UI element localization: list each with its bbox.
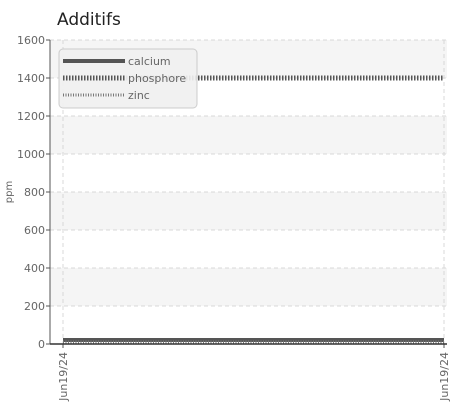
y-tick-label: 1000 xyxy=(17,148,45,161)
y-tick-label: 1200 xyxy=(17,110,45,123)
y-tick-label: 0 xyxy=(38,338,45,351)
y-tick-label: 1400 xyxy=(17,72,45,85)
y-tick-label: 800 xyxy=(24,186,45,199)
y-tick-label: 1600 xyxy=(17,34,45,47)
plot-band xyxy=(50,192,447,230)
x-axis-ticks: Jun19/24 Jun19/24 xyxy=(57,344,451,402)
chart-title: Additifs xyxy=(57,10,121,30)
plot-band xyxy=(50,268,447,306)
x-tick-label: Jun19/24 xyxy=(57,352,70,402)
legend-box xyxy=(58,48,198,109)
x-tick-label: Jun19/24 xyxy=(438,352,451,402)
y-tick-label: 400 xyxy=(24,262,45,275)
legend[interactable]: calcium phosphore zinc xyxy=(58,48,198,109)
axes xyxy=(49,40,447,345)
y-axis-ticks: 0 200 400 600 800 1000 1200 1400 1600 xyxy=(17,34,50,351)
legend-label-calcium[interactable]: calcium xyxy=(128,55,171,68)
y-tick-label: 600 xyxy=(24,224,45,237)
legend-label-zinc[interactable]: zinc xyxy=(128,89,150,102)
y-tick-label: 200 xyxy=(24,300,45,313)
y-axis-label: ppm xyxy=(4,181,15,203)
legend-label-phosphore[interactable]: phosphore xyxy=(128,72,186,85)
plot-band xyxy=(50,116,447,154)
